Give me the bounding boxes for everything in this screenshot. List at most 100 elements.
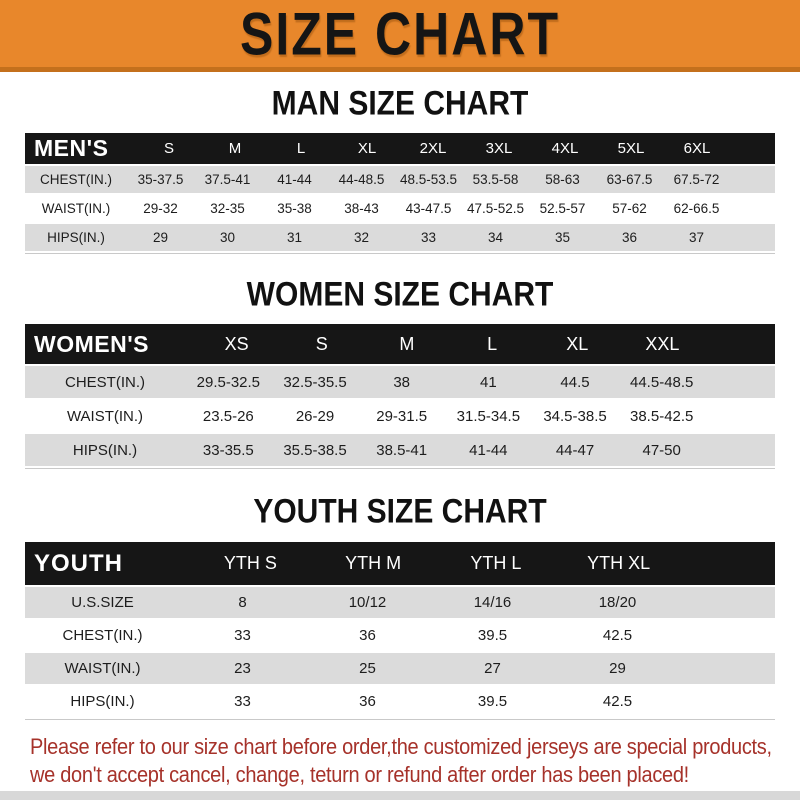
column-header: YTH L bbox=[470, 553, 522, 573]
size-value: 34 bbox=[487, 230, 504, 245]
footer-note-line-1: Please refer to our size chart before or… bbox=[30, 735, 772, 760]
table-row: WAIST(IN.) 23 25 27 29 bbox=[25, 653, 775, 686]
size-value: 44.5-48.5 bbox=[630, 373, 694, 391]
column-header: YTH S bbox=[223, 553, 277, 573]
page-title: SIZE CHART bbox=[240, 0, 560, 68]
row-label: CHEST(IN.) bbox=[40, 172, 112, 187]
size-value: 35-37.5 bbox=[137, 172, 184, 187]
youth-size-table: YOUTH YTH S YTH M YTH L YTH XL U.S.SIZE 8 10/12… bbox=[25, 542, 775, 720]
heading-men: MAN SIZE CHART bbox=[271, 84, 529, 123]
size-value: 23.5-26 bbox=[202, 407, 254, 425]
size-value: 29.5-32.5 bbox=[196, 373, 261, 391]
size-value: 35-38 bbox=[277, 201, 312, 216]
size-value: 29 bbox=[152, 230, 169, 245]
size-value: 58-63 bbox=[545, 172, 580, 187]
size-value: 29-32 bbox=[143, 201, 178, 216]
size-value: 53.5-58 bbox=[472, 172, 519, 187]
size-value: 29-31.5 bbox=[376, 407, 428, 425]
size-value: 41-44 bbox=[469, 441, 508, 459]
size-chart-banner: SIZE CHART bbox=[0, 0, 800, 72]
size-value: 47.5-52.5 bbox=[466, 201, 525, 216]
size-value: 39.5 bbox=[477, 693, 508, 710]
size-value: 36 bbox=[359, 627, 376, 644]
size-value: 38-43 bbox=[344, 201, 379, 216]
spacer bbox=[730, 224, 775, 251]
row-label: HIPS(IN.) bbox=[72, 441, 138, 459]
column-header: XL bbox=[357, 140, 377, 157]
men-size-table: MEN'S S M L XL 2XL 3XL 4XL 5XL 6XL CHEST(IN.) 35-37… bbox=[25, 133, 775, 254]
spacer bbox=[705, 434, 775, 466]
size-value: 57-62 bbox=[612, 201, 647, 216]
spacer bbox=[730, 133, 775, 164]
corner-label: MEN'S bbox=[34, 135, 109, 161]
spacer bbox=[680, 620, 775, 651]
column-header: 6XL bbox=[683, 140, 711, 157]
table-row: U.S.SIZE 8 10/12 14/16 18/20 bbox=[25, 587, 775, 620]
column-header: XXL bbox=[645, 333, 680, 354]
column-header: XL bbox=[566, 333, 589, 354]
spacer bbox=[680, 542, 775, 585]
table-row: WAIST(IN.) 23.5-26 26-29 29-31.5 31.5-34.5 34… bbox=[25, 400, 775, 434]
size-value: 32 bbox=[353, 230, 370, 245]
table-row: HIPS(IN.) 33-35.5 35.5-38.5 38.5-41 41-44 44-… bbox=[25, 434, 775, 468]
heading-youth: YOUTH SIZE CHART bbox=[253, 492, 547, 531]
row-label: WAIST(IN.) bbox=[64, 660, 141, 677]
table-row: WAIST(IN.) 29-32 32-35 35-38 38-43 43-47.5 47.… bbox=[25, 195, 775, 224]
spacer bbox=[705, 400, 775, 432]
size-value: 42.5 bbox=[602, 693, 633, 710]
size-value: 31 bbox=[286, 230, 303, 245]
column-header: M bbox=[399, 333, 415, 354]
size-value: 14/16 bbox=[473, 594, 512, 611]
column-header: 4XL bbox=[551, 140, 579, 157]
spacer bbox=[680, 587, 775, 618]
column-header: YTH XL bbox=[587, 553, 651, 573]
row-label: HIPS(IN.) bbox=[47, 230, 105, 245]
column-header: L bbox=[487, 333, 498, 354]
size-value: 52.5-57 bbox=[539, 201, 586, 216]
spacer bbox=[680, 686, 775, 717]
bottom-strip bbox=[0, 791, 800, 800]
size-value: 67.5-72 bbox=[673, 172, 720, 187]
women-size-table: WOMEN'S XS S M L XL XXL CHEST(IN.) 29.5-32.5 32.5… bbox=[25, 324, 775, 469]
corner-label: WOMEN'S bbox=[34, 330, 150, 357]
column-header: 3XL bbox=[485, 140, 513, 157]
size-value: 62-66.5 bbox=[673, 201, 720, 216]
size-value: 48.5-53.5 bbox=[399, 172, 458, 187]
column-header: YTH M bbox=[345, 553, 402, 573]
spacer bbox=[730, 166, 775, 193]
section-youth: YOUTH SIZE CHART YOUTH YTH S YTH M YTH L YTH … bbox=[0, 492, 800, 720]
row-label: WAIST(IN.) bbox=[41, 201, 111, 216]
header-row: WOMEN'S XS S M L XL XXL bbox=[25, 324, 775, 366]
column-header: L bbox=[296, 140, 306, 157]
size-value: 30 bbox=[219, 230, 236, 245]
footer-note-line-2: we don't accept cancel, change, teturn o… bbox=[30, 763, 689, 788]
size-value: 38 bbox=[393, 373, 411, 391]
size-value: 47-50 bbox=[642, 441, 681, 459]
size-value: 33 bbox=[420, 230, 437, 245]
table-row: CHEST(IN.) 35-37.5 37.5-41 41-44 44-48.5 48.5… bbox=[25, 166, 775, 195]
size-value: 33 bbox=[234, 693, 251, 710]
size-value: 37.5-41 bbox=[204, 172, 251, 187]
row-label: CHEST(IN.) bbox=[65, 373, 145, 391]
size-value: 41 bbox=[480, 373, 497, 391]
row-label: CHEST(IN.) bbox=[62, 627, 143, 644]
size-value: 35 bbox=[554, 230, 571, 245]
spacer bbox=[705, 366, 775, 398]
size-value: 41-44 bbox=[277, 172, 312, 187]
size-value: 44-48.5 bbox=[338, 172, 385, 187]
spacer bbox=[680, 653, 775, 684]
size-value: 34.5-38.5 bbox=[543, 407, 607, 425]
size-value: 42.5 bbox=[602, 627, 633, 644]
size-value: 36 bbox=[359, 693, 376, 710]
size-value: 29 bbox=[609, 660, 626, 677]
header-row: MEN'S S M L XL 2XL 3XL 4XL 5XL 6XL bbox=[25, 133, 775, 166]
row-label: HIPS(IN.) bbox=[70, 693, 135, 710]
column-header: M bbox=[228, 140, 242, 157]
section-men: MAN SIZE CHART MEN'S S M L XL 2XL 3XL 4XL 5XL 6XL C… bbox=[0, 84, 800, 254]
size-value: 18/20 bbox=[598, 594, 637, 611]
size-value: 8 bbox=[238, 594, 247, 611]
size-chart-sections: MAN SIZE CHART MEN'S S M L XL 2XL 3XL 4XL 5XL 6XL C… bbox=[0, 84, 800, 720]
size-value: 38.5-41 bbox=[376, 441, 428, 459]
table-row: HIPS(IN.) 29 30 31 32 33 34 35 36 37 bbox=[25, 224, 775, 253]
size-value: 32.5-35.5 bbox=[283, 373, 347, 391]
